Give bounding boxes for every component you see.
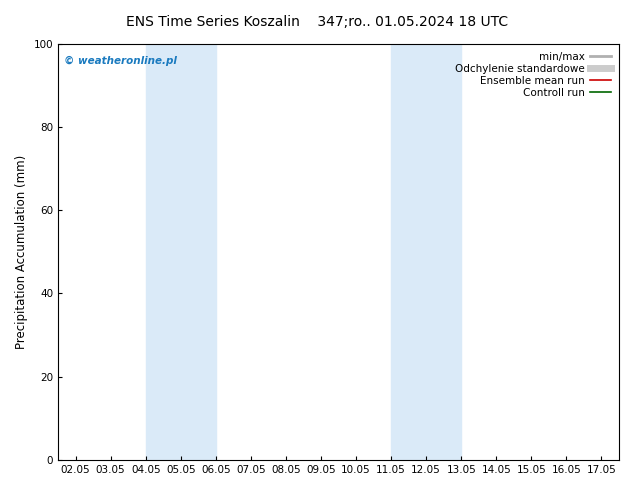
Text: © weatheronline.pl: © weatheronline.pl (63, 56, 176, 66)
Legend: min/max, Odchylenie standardowe, Ensemble mean run, Controll run: min/max, Odchylenie standardowe, Ensembl… (452, 49, 614, 101)
Text: ENS Time Series Koszalin    347;ro.. 01.05.2024 18 UTC: ENS Time Series Koszalin 347;ro.. 01.05.… (126, 15, 508, 29)
Bar (146, 44, 216, 460)
Y-axis label: Precipitation Accumulation (mm): Precipitation Accumulation (mm) (15, 155, 28, 349)
Bar (391, 44, 461, 460)
